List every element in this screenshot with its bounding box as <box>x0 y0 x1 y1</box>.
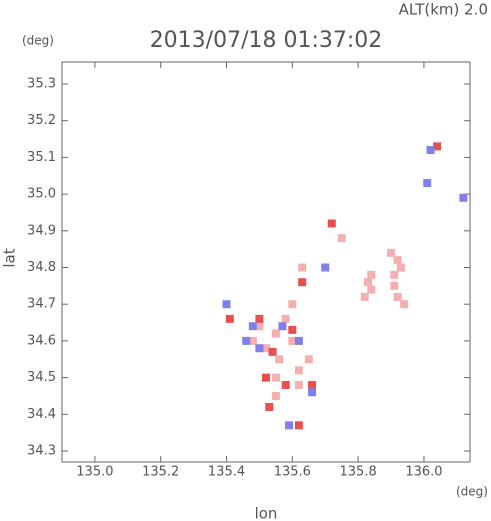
y-tick-label: 35.3 <box>27 77 56 92</box>
y-tick-label: 34.7 <box>27 297 56 312</box>
data-point <box>255 344 264 353</box>
y-tick-label: 34.5 <box>27 370 56 385</box>
data-point <box>337 234 346 243</box>
data-point <box>367 285 376 294</box>
plot-frame <box>61 61 471 463</box>
y-tick-label: 35.2 <box>27 113 56 128</box>
data-point <box>265 402 274 411</box>
data-point <box>304 355 313 364</box>
data-point <box>390 281 399 290</box>
x-tick-label: 135.6 <box>274 465 311 480</box>
data-point <box>387 248 396 257</box>
data-point <box>271 373 280 382</box>
data-point <box>268 347 277 356</box>
data-point <box>396 263 405 272</box>
data-point <box>255 314 264 323</box>
y-tick-label: 34.8 <box>27 260 56 275</box>
data-point <box>242 336 251 345</box>
data-point <box>271 329 280 338</box>
x-tick-label: 135.0 <box>76 465 113 480</box>
y-tick-label: 35.1 <box>27 150 56 165</box>
data-point <box>426 146 435 155</box>
data-point <box>262 373 270 382</box>
data-point <box>225 314 234 323</box>
y-tick-label: 34.9 <box>27 223 56 238</box>
data-point <box>288 336 297 345</box>
data-point <box>275 355 284 364</box>
y-unit: (deg) <box>22 34 54 48</box>
x-tick-label: 135.2 <box>142 465 179 480</box>
data-point <box>262 344 270 353</box>
data-point <box>390 270 399 279</box>
data-point <box>288 325 297 334</box>
data-point <box>298 263 307 272</box>
x-tick-label: 135.4 <box>208 465 245 480</box>
data-point <box>367 270 376 279</box>
annotation: ALT(km) 2.0 <box>399 1 488 19</box>
y-tick-label: 34.4 <box>27 407 56 422</box>
data-point <box>298 278 307 287</box>
data-point <box>278 322 287 331</box>
x-tick-label: 136.0 <box>405 465 442 480</box>
data-point <box>400 300 409 309</box>
y-tick-label: 34.3 <box>27 443 56 458</box>
y-tick-label: 34.6 <box>27 333 56 348</box>
data-point <box>360 292 369 301</box>
x-tick-label: 135.8 <box>340 465 377 480</box>
data-point <box>423 179 432 188</box>
data-point <box>364 278 372 287</box>
data-point <box>321 263 330 272</box>
data-point <box>294 366 303 375</box>
x-axis-label: lon <box>255 505 278 521</box>
x-unit: (deg) <box>456 485 488 499</box>
y-tick-label: 35.0 <box>27 187 56 202</box>
data-point <box>294 336 303 345</box>
data-point <box>222 300 231 309</box>
data-point <box>393 292 402 301</box>
y-axis-label: lat <box>1 248 19 267</box>
data-point <box>255 322 264 331</box>
data-point <box>288 300 297 309</box>
data-point <box>433 142 442 151</box>
data-point <box>285 421 294 430</box>
data-point <box>327 219 336 228</box>
data-point <box>294 380 303 389</box>
data-point <box>294 421 303 430</box>
data-point <box>248 322 257 331</box>
chart-title: 2013/07/18 01:37:02 <box>150 28 383 53</box>
data-point <box>393 256 402 265</box>
data-point <box>281 314 290 323</box>
data-point <box>281 380 290 389</box>
data-point <box>308 380 317 389</box>
data-point <box>248 336 257 345</box>
data-point <box>308 388 317 397</box>
data-point <box>459 193 468 202</box>
data-point <box>271 391 280 400</box>
